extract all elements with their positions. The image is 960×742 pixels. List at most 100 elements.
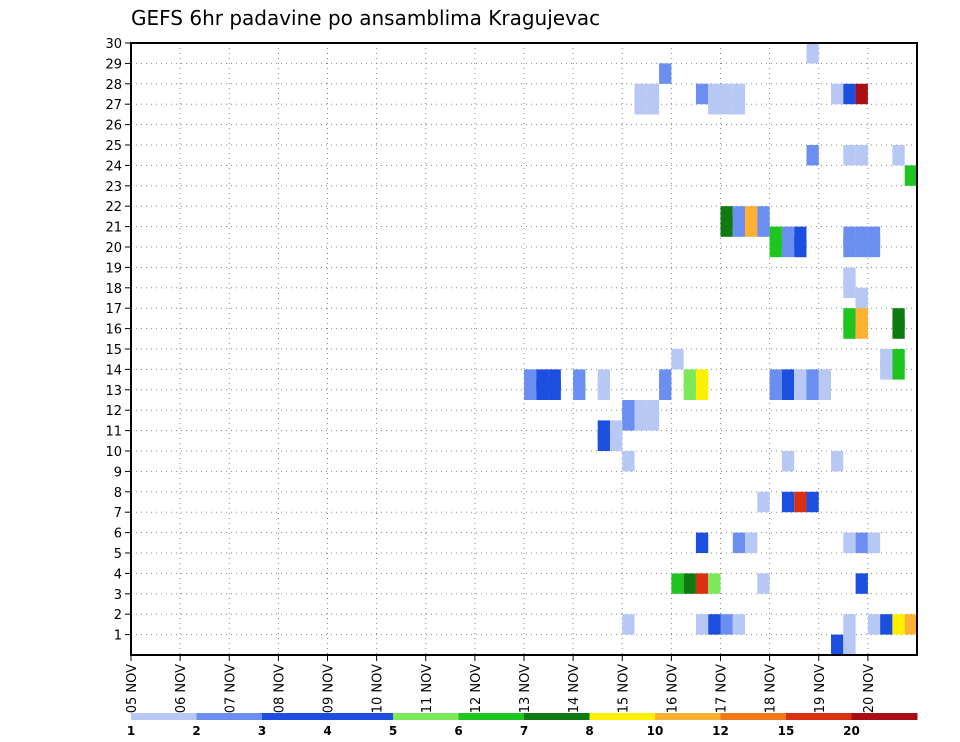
heatmap-cell	[855, 83, 868, 105]
heatmap-cell	[695, 83, 709, 105]
heatmap-cell	[659, 379, 672, 400]
y-tick-label: 11	[105, 425, 122, 440]
y-tick-label: 19	[105, 261, 122, 276]
heatmap-cell	[732, 614, 746, 635]
heatmap-cell	[806, 43, 819, 64]
heatmap-cell	[806, 145, 819, 166]
heatmap-cell	[892, 614, 905, 635]
heatmap-cell	[794, 236, 807, 258]
y-tick-label: 21	[105, 221, 122, 236]
heatmap-cell	[622, 410, 635, 431]
legend-label: 5	[389, 724, 397, 738]
legend-swatch	[720, 713, 787, 720]
heatmap-cell	[597, 379, 610, 400]
heatmap-cell	[806, 379, 819, 400]
y-tick-label: 7	[114, 506, 122, 521]
x-tick-label: 12 NOV	[469, 664, 484, 713]
heatmap-cell	[671, 573, 684, 594]
y-tick-label: 16	[105, 323, 122, 338]
heatmap-cell	[843, 614, 856, 635]
heatmap-cell	[732, 216, 746, 237]
heatmap-cell	[794, 379, 807, 400]
heatmap-cell	[524, 379, 537, 400]
legend-label: 10	[647, 724, 664, 738]
heatmap-cell	[892, 359, 905, 380]
heatmap-cell	[843, 318, 856, 339]
heatmap-cell	[708, 573, 721, 594]
heatmap-cell	[867, 236, 881, 258]
heatmap-cell	[781, 451, 795, 472]
legend-swatch	[524, 713, 590, 720]
heatmap-cell	[646, 410, 660, 431]
x-tick-label: 09 NOV	[322, 664, 337, 713]
x-tick-label: 10 NOV	[371, 664, 386, 713]
y-tick-label: 17	[105, 302, 122, 317]
legend-swatch	[262, 713, 328, 720]
legend-label: 3	[258, 724, 266, 738]
y-tick-label: 9	[114, 465, 122, 480]
y-tick-label: 20	[105, 241, 122, 256]
y-tick-label: 6	[114, 527, 122, 542]
heatmap-cell	[609, 430, 623, 451]
y-tick-label: 27	[105, 98, 122, 113]
y-tick-label: 14	[105, 363, 122, 378]
legend-swatch	[786, 713, 852, 720]
heatmap-cell	[720, 614, 733, 635]
heatmap-cell	[880, 359, 893, 380]
y-tick-label: 10	[105, 445, 122, 460]
heatmap-cell	[695, 614, 709, 635]
heatmap-cell	[769, 379, 782, 400]
color-legend: 1 2 3 4 5 6 7 8 10 12 15 20	[127, 713, 918, 738]
heatmap-cell	[720, 94, 733, 115]
x-tick-label: 20 NOV	[862, 664, 877, 713]
y-tick-label: 12	[105, 404, 122, 419]
heatmap-cell	[843, 83, 856, 105]
heatmap-cell	[867, 532, 881, 553]
heatmap-cell	[720, 216, 733, 237]
y-tick-label: 5	[114, 547, 122, 562]
y-axis: 1234567891011121314151617181920212223242…	[105, 37, 131, 644]
legend-swatch	[655, 713, 721, 720]
heatmap-cell	[818, 379, 832, 400]
x-tick-label: 13 NOV	[518, 664, 533, 713]
x-tick-label: 08 NOV	[272, 664, 287, 713]
y-tick-label: 15	[105, 343, 122, 358]
heatmap-cell	[757, 216, 770, 237]
y-tick-label: 25	[105, 139, 122, 154]
x-tick-label: 14 NOV	[567, 664, 582, 713]
precip-cells	[524, 43, 917, 655]
heatmap-cell	[622, 614, 635, 635]
legend-swatch	[393, 713, 459, 720]
y-tick-label: 13	[105, 384, 122, 399]
y-tick-label: 23	[105, 180, 122, 195]
y-tick-label: 18	[105, 282, 122, 297]
heatmap-cell	[769, 236, 782, 258]
y-tick-label: 22	[105, 200, 122, 215]
heatmap-cell	[843, 634, 856, 655]
heatmap-cell	[683, 379, 696, 400]
legend-label: 2	[192, 724, 200, 738]
heatmap-cell	[695, 379, 709, 400]
legend-label: 4	[323, 724, 331, 738]
heatmap-cell	[855, 532, 868, 553]
heatmap-cell	[646, 94, 660, 115]
heatmap-cell	[831, 83, 844, 105]
heatmap-cell	[695, 532, 709, 553]
heatmap-cell	[855, 318, 868, 339]
y-tick-label: 2	[114, 608, 122, 623]
heatmap-cell	[708, 614, 721, 635]
chart-title: GEFS 6hr padavine po ansamblima Kragujev…	[131, 6, 600, 30]
heatmap-cell	[634, 410, 647, 431]
heatmap-cell	[671, 349, 684, 370]
x-tick-label: 18 NOV	[764, 664, 779, 713]
x-tick-label: 15 NOV	[616, 664, 631, 713]
y-tick-label: 24	[105, 159, 122, 174]
legend-label: 7	[520, 724, 528, 738]
y-tick-label: 28	[105, 78, 122, 93]
x-tick-label: 19 NOV	[813, 664, 828, 713]
x-tick-label: 07 NOV	[223, 664, 238, 713]
heatmap-cell	[745, 532, 758, 553]
heatmap-cell	[573, 379, 586, 400]
legend-swatch	[458, 713, 525, 720]
heatmap-cell	[622, 451, 635, 472]
